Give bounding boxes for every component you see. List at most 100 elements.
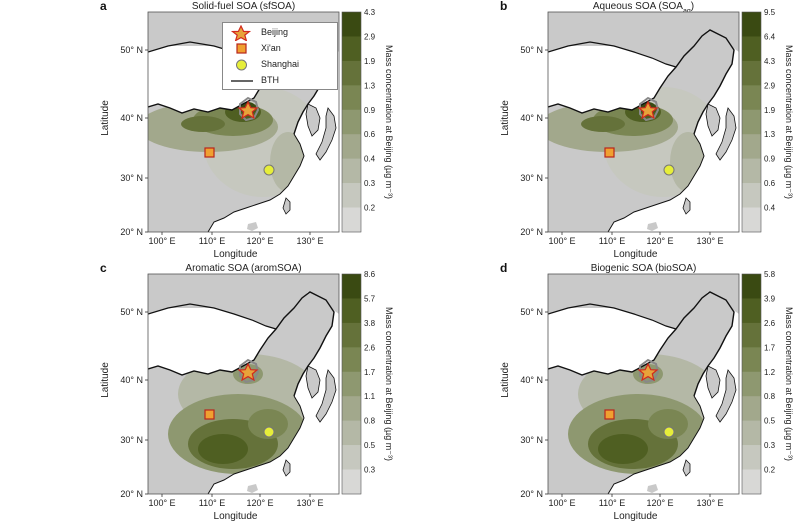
colorbar-swatch <box>342 134 361 159</box>
x-axis-label: Longitude <box>214 249 258 260</box>
legend-label-xian: Xi'an <box>261 43 281 53</box>
map-area <box>148 274 339 494</box>
xian-marker <box>204 409 215 420</box>
colorbar-tick-label: 0.8 <box>364 417 376 426</box>
y-tick-label: 40° N <box>520 113 543 123</box>
colorbar-swatch <box>742 60 761 86</box>
colorbar-swatch <box>742 371 761 397</box>
colorbar-tick-label: 9.5 <box>764 8 776 17</box>
colorbar <box>341 273 362 495</box>
colorbar-tick-label: 2.6 <box>764 319 776 328</box>
colorbar-swatch <box>742 274 761 299</box>
panel-svg: c Aromatic SOA (aromSOA) 50° N 40° N 30° N 20… <box>100 261 394 522</box>
colorbar-swatch <box>742 469 761 495</box>
colorbar-tick-label: 0.8 <box>764 392 776 401</box>
legend-item-shanghai: Shanghai <box>223 57 337 73</box>
y-axis-label: Latitude <box>100 362 111 398</box>
colorbar-swatch <box>342 60 361 86</box>
x-tick-label: 120° E <box>246 498 273 508</box>
x-tick-label: 100° E <box>548 498 575 508</box>
map-frame <box>147 273 340 495</box>
y-tick-label: 40° N <box>120 375 143 385</box>
legend-label-beijing: Beijing <box>261 27 289 37</box>
x-tick-label: 110° E <box>199 236 225 246</box>
y-tick-label: 50° N <box>120 307 143 317</box>
panel-letter: c <box>100 261 107 275</box>
map-area <box>548 12 739 232</box>
colorbar-swatch <box>342 469 361 495</box>
colorbar-swatch <box>342 36 361 62</box>
x-tick-label: 130° E <box>696 236 723 246</box>
colorbar-label: Mass concentration at Beijing (µg m⁻³) <box>384 45 394 199</box>
colorbar-tick-label: 0.2 <box>764 466 776 475</box>
colorbar-tick-label: 0.5 <box>364 441 376 450</box>
colorbar-label: Mass concentration at Beijing (µg m⁻³) <box>384 307 394 461</box>
colorbar-tick-label: 6.4 <box>764 32 776 41</box>
xian-marker <box>204 147 215 158</box>
colorbar-tick-label: 2.9 <box>364 32 376 41</box>
beijing-marker <box>237 100 259 120</box>
colorbar-swatch <box>742 207 761 233</box>
x-tick-label: 100° E <box>548 236 575 246</box>
x-tick-label: 120° E <box>646 236 673 246</box>
panel-a: a Solid-fuel SOA (sfSOA) 50° N 40° N 30° N 20… <box>0 0 400 262</box>
colorbar-swatch <box>742 183 761 208</box>
map-frame <box>547 11 740 233</box>
colorbar-tick-label: 1.7 <box>364 368 376 377</box>
panel-svg: b Aqueous SOA (SOAaq) 50° N 40° N 30° N 20° N… <box>500 0 794 260</box>
panel-svg: a Solid-fuel SOA (sfSOA) 50° N 40° N 30° N 20… <box>100 0 394 260</box>
xian-marker <box>604 147 615 158</box>
panel-title: Aromatic SOA (aromSOA) <box>185 263 301 274</box>
colorbar-swatch <box>742 445 761 470</box>
colorbar-swatch <box>342 109 361 135</box>
colorbar-tick-label: 0.9 <box>764 155 776 164</box>
beijing-marker <box>637 100 659 120</box>
colorbar-tick-label: 2.9 <box>764 81 776 90</box>
colorbar-swatch <box>342 12 361 37</box>
colorbar-tick-label: 5.7 <box>364 294 376 303</box>
beijing-marker <box>237 362 259 382</box>
colorbar-swatch <box>342 183 361 208</box>
colorbar-tick-label: 3.8 <box>364 319 376 328</box>
shanghai-marker <box>263 426 275 438</box>
y-tick-label: 30° N <box>520 173 543 183</box>
colorbar-tick-label: 1.9 <box>364 57 376 66</box>
colorbar-tick-label: 1.3 <box>764 130 776 139</box>
colorbar <box>741 11 762 233</box>
panel-title: Biogenic SOA (bioSOA) <box>591 263 697 274</box>
map-frame <box>147 11 340 233</box>
colorbar-swatch <box>742 36 761 62</box>
x-tick-label: 100° E <box>148 498 175 508</box>
y-tick-label: 20° N <box>520 489 543 499</box>
colorbar-swatch <box>342 298 361 324</box>
map-frame <box>547 273 740 495</box>
y-tick-label: 40° N <box>520 375 543 385</box>
panel-title: Aqueous SOA (SOAaq) <box>593 1 694 15</box>
colorbar-swatch <box>742 347 761 373</box>
x-tick-label: 120° E <box>646 498 673 508</box>
x-axis-label: Longitude <box>614 511 658 522</box>
colorbar-tick-label: 4.3 <box>764 57 776 66</box>
country-border <box>148 291 335 397</box>
square-icon <box>236 43 247 54</box>
y-tick-label: 30° N <box>520 435 543 445</box>
y-tick-label: 50° N <box>520 307 543 317</box>
colorbar-tick-label: 0.5 <box>764 417 776 426</box>
colorbar-tick-label: 0.4 <box>764 204 776 213</box>
colorbar-tick-label: 0.4 <box>364 155 376 164</box>
colorbar-swatch <box>742 158 761 184</box>
y-tick-label: 40° N <box>120 113 143 123</box>
colorbar-tick-label: 0.3 <box>364 466 376 475</box>
colorbar-swatch <box>342 274 361 299</box>
panel-svg: d Biogenic SOA (bioSOA) 50° N 40° N 30° N 20°… <box>500 261 794 522</box>
y-axis-label: Latitude <box>100 100 111 136</box>
colorbar <box>341 11 362 233</box>
x-tick-label: 130° E <box>696 498 723 508</box>
colorbar-swatch <box>742 12 761 37</box>
colorbar-tick-label: 0.6 <box>364 130 376 139</box>
x-tick-label: 110° E <box>599 498 625 508</box>
colorbar-tick-label: 8.6 <box>364 270 376 279</box>
colorbar-tick-label: 1.7 <box>764 343 776 352</box>
colorbar-swatch <box>342 207 361 233</box>
country-border <box>548 291 735 397</box>
